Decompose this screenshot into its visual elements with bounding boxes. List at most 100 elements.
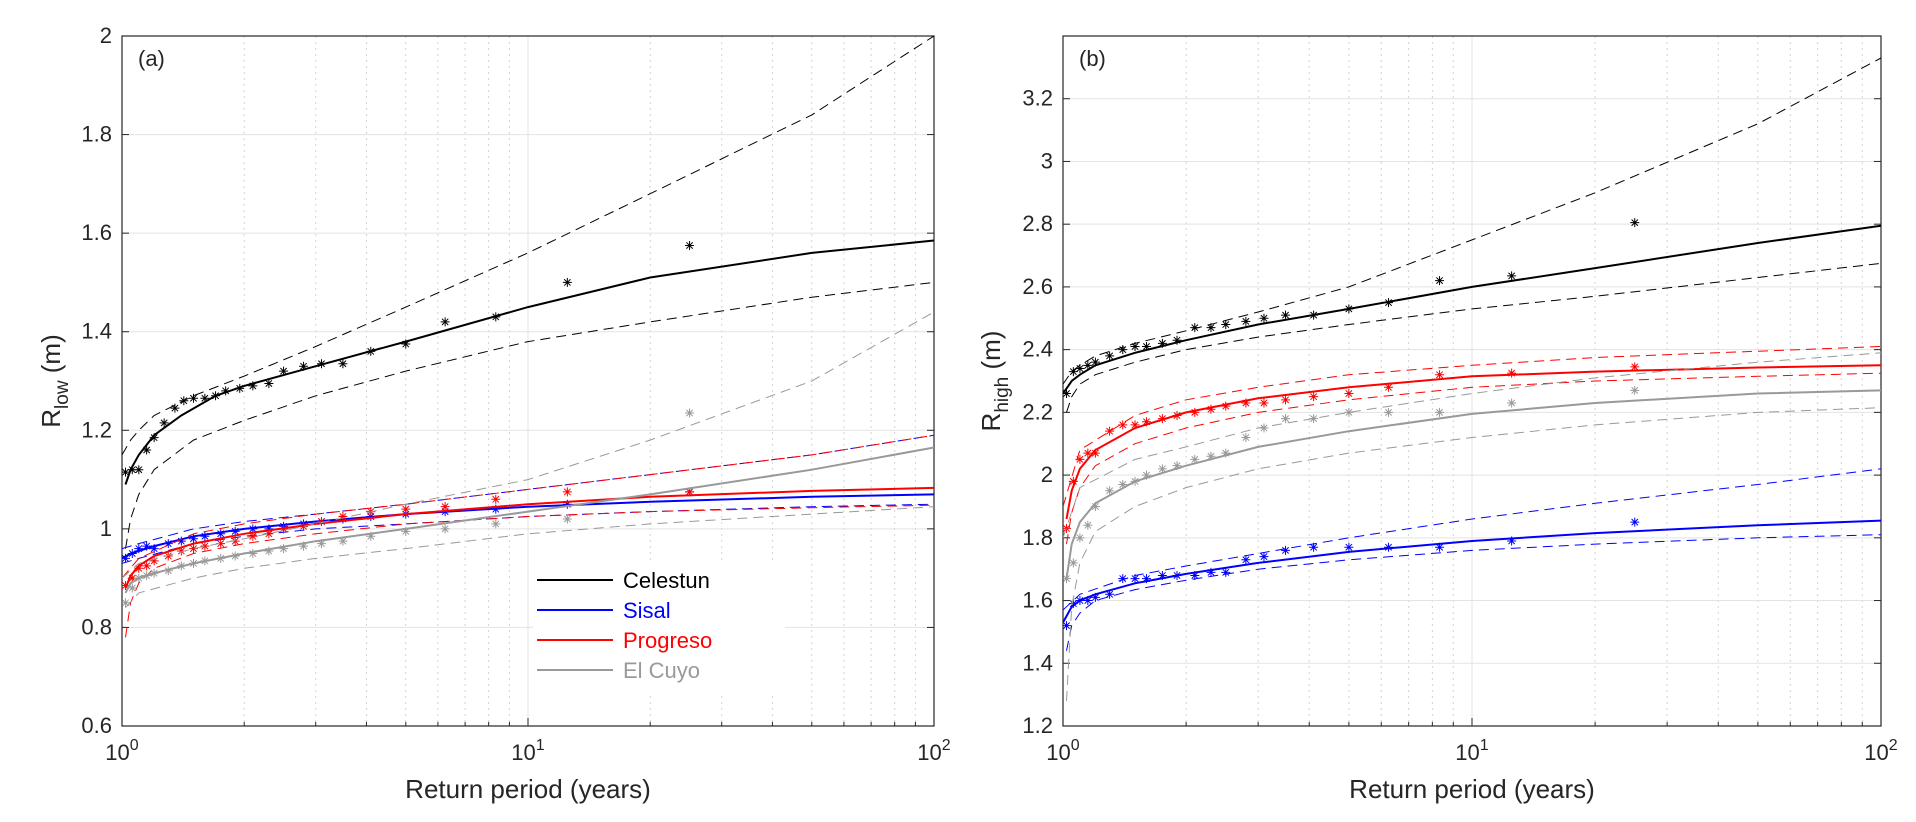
data-point (248, 381, 258, 391)
data-point (176, 546, 186, 556)
data-point (264, 524, 274, 534)
data-point (1118, 420, 1128, 430)
data-point (1075, 454, 1085, 464)
data-point (122, 467, 130, 477)
data-point (299, 541, 309, 551)
data-point (1118, 480, 1128, 489)
data-point (230, 536, 240, 546)
data-point (491, 504, 501, 514)
data-point (1259, 552, 1269, 562)
upper-bound-line (122, 36, 934, 456)
x-tick-label: 102 (1864, 737, 1897, 765)
data-point (685, 408, 695, 418)
data-point (1630, 517, 1640, 527)
data-point (1221, 567, 1231, 577)
data-point (1630, 362, 1640, 372)
x-tick-label: 100 (105, 737, 138, 765)
data-point (1075, 363, 1085, 373)
data-point (366, 346, 376, 356)
data-point (149, 433, 159, 443)
data-point (134, 465, 144, 475)
lower-bound-line (125, 281, 934, 549)
data-point (216, 553, 226, 563)
series-el-cuyo (1063, 352, 1881, 701)
data-point (1206, 451, 1216, 461)
data-point (299, 361, 309, 371)
data-point (142, 541, 152, 551)
upper-bound-line (1063, 57, 1881, 385)
data-point (1090, 501, 1100, 511)
y-tick-label: 1.8 (1022, 525, 1053, 550)
data-point (1068, 599, 1078, 609)
data-point (1630, 218, 1640, 228)
upper-bound-line (1063, 346, 1881, 507)
data-point (1172, 335, 1182, 345)
y-tick-label: 2 (1041, 462, 1053, 487)
data-point (142, 445, 152, 455)
data-point (127, 573, 137, 583)
series-el-cuyo (122, 311, 934, 609)
data-point (1435, 276, 1445, 286)
data-point (1141, 574, 1151, 584)
data-point (264, 378, 274, 388)
data-point (149, 556, 159, 566)
fit-line (1063, 224, 1881, 395)
lower-bound-line (125, 506, 934, 609)
upper-bound-line (1063, 468, 1881, 611)
y-tick-label: 1.4 (81, 319, 112, 344)
data-point (562, 277, 572, 287)
data-point (1083, 596, 1093, 606)
data-point (134, 563, 144, 573)
data-point (211, 391, 221, 401)
data-point (1172, 411, 1182, 420)
data-point (264, 546, 274, 556)
data-point (1090, 592, 1100, 602)
data-point (1344, 304, 1354, 314)
data-point (122, 598, 130, 608)
data-point (1172, 570, 1182, 580)
data-point (1309, 542, 1319, 552)
legend-item-celestun: Celestun (537, 568, 710, 593)
data-point (401, 504, 411, 514)
data-point (134, 573, 144, 583)
data-point (366, 512, 376, 522)
data-point (1309, 310, 1319, 320)
y-tick-label: 2.2 (1022, 399, 1053, 424)
data-point (1206, 404, 1216, 414)
data-point (1190, 323, 1200, 333)
data-point (216, 529, 226, 539)
data-point (562, 499, 572, 509)
data-point (1221, 320, 1231, 330)
data-point (200, 541, 210, 551)
data-point (685, 240, 695, 250)
legend-item-sisal: Sisal (537, 598, 671, 623)
data-point (149, 568, 159, 578)
x-tick-label: 102 (917, 737, 950, 765)
data-point (1118, 574, 1128, 584)
fit-line (122, 493, 934, 560)
data-point (1309, 414, 1319, 424)
data-point (163, 539, 173, 549)
data-point (1190, 407, 1200, 417)
data-point (134, 544, 144, 554)
x-tick-label: 101 (1455, 737, 1488, 765)
data-point (1118, 345, 1128, 355)
data-point (1068, 476, 1078, 486)
data-point (1130, 420, 1140, 430)
data-point (1384, 407, 1394, 417)
upper-bound-line (122, 434, 934, 579)
data-point (1172, 461, 1182, 471)
y-tick-label: 2.6 (1022, 274, 1053, 299)
data-point (1130, 574, 1140, 584)
data-point (1063, 621, 1072, 631)
data-point (142, 561, 152, 571)
plot-area (1063, 57, 1881, 701)
y-tick-label: 3 (1041, 148, 1053, 173)
data-point (1281, 545, 1291, 555)
lower-bound-line (125, 504, 934, 638)
data-point (1507, 398, 1517, 408)
data-point (1105, 486, 1115, 496)
data-point (1281, 395, 1291, 405)
data-point (1157, 570, 1167, 580)
